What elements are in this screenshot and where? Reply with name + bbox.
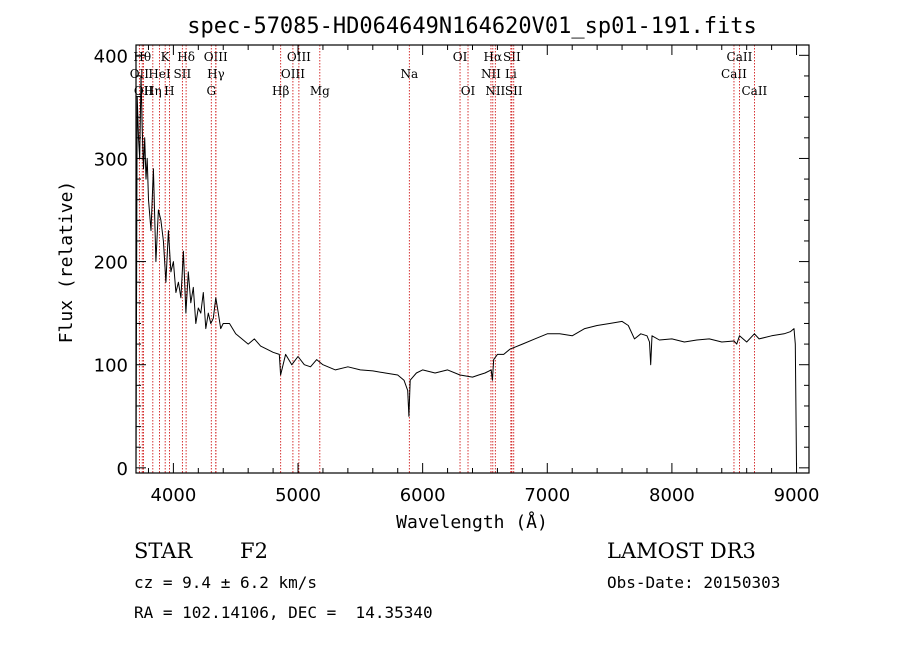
coordinates: RA = 102.14106, DEC = 14.35340 [134, 603, 433, 622]
spectral-line-label: CaII [721, 67, 747, 81]
spectral-line-label: NII [485, 84, 505, 98]
spectrum-line [135, 75, 797, 468]
spectral-line-label: OI [453, 50, 468, 64]
spectral-line-label: G [206, 84, 216, 98]
x-tick-label: 5000 [275, 485, 321, 506]
spectral-line-label: SII [505, 84, 523, 98]
spectral-line-label: Hγ [207, 67, 225, 81]
spectral-line-label: OI [461, 84, 476, 98]
spectral-line-label: CaII [741, 84, 767, 98]
spectral-line-label: Hα [484, 50, 503, 64]
spectral-line-label: Li [505, 67, 517, 81]
spectrum-layer [135, 75, 797, 468]
spectral-line-label: SII [503, 50, 521, 64]
x-tick-label: 6000 [400, 485, 446, 506]
obs-date: Obs-Date: 20150303 [607, 573, 781, 592]
y-tick-label: 300 [94, 149, 128, 170]
spectral-line-label: Hδ [177, 50, 195, 64]
survey-name: LAMOST DR3 [607, 539, 756, 563]
spectral-line-label: OII [130, 67, 150, 81]
spectral-line-label: Hβ [272, 84, 289, 98]
spectral-line-label: K [161, 50, 171, 64]
y-tick-label: 0 [117, 459, 128, 480]
x-tick-label: 9000 [774, 485, 820, 506]
redshift-value: cz = 9.4 ± 6.2 km/s [134, 573, 318, 592]
plot-frame [135, 44, 810, 474]
ticks-layer: 4000 5000 6000 7000 8000 9000 0 100 200 300 400 [94, 45, 820, 506]
spectral-lines-layer: OIIHθOIIHηHeIKHSIIHδGOIIIHγHβOIIIOIIIMgN… [130, 45, 768, 473]
spectral-line-label: OIII [287, 50, 311, 64]
spectral-line-label: OIII [281, 67, 305, 81]
spectral-line-label: SII [174, 67, 192, 81]
spectral-line-label: H [164, 84, 174, 98]
y-axis-label: Flux (relative) [56, 181, 77, 344]
subclass: F2 [240, 539, 268, 563]
x-axis-label: Wavelength (Å) [396, 511, 548, 533]
y-tick-label: 400 [94, 46, 128, 67]
object-class: STAR [134, 539, 193, 563]
spectral-line-label: OII [134, 84, 154, 98]
x-tick-label: 7000 [524, 485, 570, 506]
spectral-line-label: HeI [148, 67, 171, 81]
x-tick-label: 4000 [150, 485, 196, 506]
x-tick-label: 8000 [649, 485, 695, 506]
spectral-line-label: Hθ [133, 50, 151, 64]
spectral-line-label: NII [481, 67, 501, 81]
spectral-line-label: Hη [144, 84, 162, 98]
y-tick-label: 200 [94, 253, 128, 274]
spectral-line-label: Na [400, 67, 418, 81]
y-tick-label: 100 [94, 356, 128, 377]
spectral-line-label: CaII [727, 50, 753, 64]
spectral-line-label: Mg [310, 84, 330, 98]
chart-title: spec-57085-HD064649N164620V01_sp01-191.f… [187, 14, 757, 39]
